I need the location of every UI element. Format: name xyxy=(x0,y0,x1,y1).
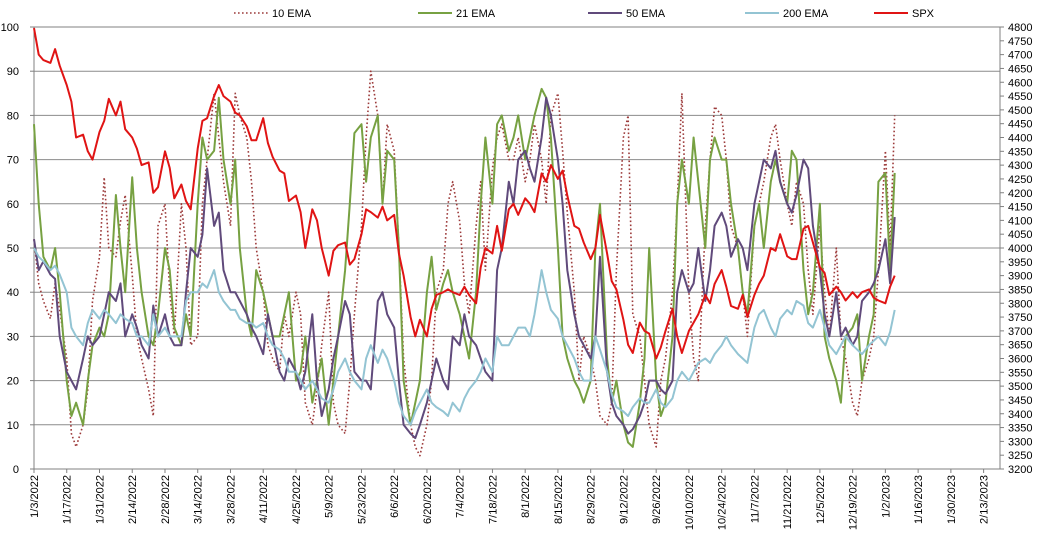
y2-tick-label: 3950 xyxy=(1008,257,1032,269)
series-line-50-ema xyxy=(33,96,896,440)
legend-label: 21 EMA xyxy=(456,8,496,20)
x-tick-label: 1/30/2023 xyxy=(946,475,958,524)
y-tick-label: 90 xyxy=(7,66,19,78)
y2-tick-label: 4200 xyxy=(1008,188,1032,200)
y2-tick-label: 3600 xyxy=(1008,354,1032,366)
x-tick-label: 12/5/2022 xyxy=(815,475,827,524)
x-tick-label: 11/21/2022 xyxy=(782,475,794,529)
y-tick-label: 60 xyxy=(7,199,19,211)
x-tick-label: 4/11/2022 xyxy=(258,475,270,523)
y2-tick-label: 4600 xyxy=(1008,77,1032,89)
x-tick-label: 1/2/2023 xyxy=(880,475,892,518)
y-tick-label: 10 xyxy=(7,420,19,432)
series-line-10-ema xyxy=(33,70,896,457)
x-tick-label: 8/15/2022 xyxy=(553,475,565,524)
x-tick-label: 9/12/2022 xyxy=(618,475,630,524)
x-tick-label: 5/9/2022 xyxy=(324,475,336,518)
x-tick-label: 8/29/2022 xyxy=(586,475,598,524)
x-tick-label: 3/28/2022 xyxy=(225,475,237,524)
x-tick-label: 6/20/2022 xyxy=(422,475,434,524)
y2-tick-label: 4550 xyxy=(1008,91,1032,103)
x-tick-label: 1/16/2023 xyxy=(913,475,925,524)
y2-tick-label: 3250 xyxy=(1008,450,1032,462)
series-line-spx xyxy=(33,27,896,360)
y2-tick-label: 4650 xyxy=(1008,63,1032,75)
y-tick-label: 100 xyxy=(1,22,19,34)
y2-tick-label: 4800 xyxy=(1008,22,1032,34)
y2-tick-label: 4150 xyxy=(1008,202,1032,214)
series-layer xyxy=(33,27,896,457)
series-line-200-ema xyxy=(33,247,896,426)
y-tick-label: 30 xyxy=(7,331,19,343)
x-tick-label: 5/23/2022 xyxy=(356,475,368,524)
y2-tick-label: 3400 xyxy=(1008,409,1032,421)
y2-tick-label: 4050 xyxy=(1008,229,1032,241)
y2-tick-label: 4450 xyxy=(1008,119,1032,131)
y2-tick-label: 3300 xyxy=(1008,436,1032,448)
y2-tick-label: 4100 xyxy=(1008,215,1032,227)
y-tick-label: 50 xyxy=(7,243,19,255)
y2-tick-label: 4250 xyxy=(1008,174,1032,186)
y2-tick-label: 4700 xyxy=(1008,50,1032,62)
series-line-21-ema xyxy=(33,87,896,448)
y2-tick-label: 3850 xyxy=(1008,284,1032,296)
x-tick-label: 7/18/2022 xyxy=(487,475,499,524)
y2-tick-label: 3700 xyxy=(1008,326,1032,338)
x-tick-label: 12/19/2022 xyxy=(848,475,860,530)
x-tick-label: 1/3/2022 xyxy=(29,475,41,518)
y2-tick-label: 3500 xyxy=(1008,381,1032,393)
y2-tick-label: 3550 xyxy=(1008,367,1032,379)
x-tick-label: 7/4/2022 xyxy=(455,475,467,518)
y2-tick-label: 3200 xyxy=(1008,464,1032,476)
x-tick-label: 4/25/2022 xyxy=(291,475,303,524)
y-tick-label: 80 xyxy=(7,110,19,122)
x-tick-label: 1/31/2022 xyxy=(94,475,106,524)
x-tick-label: 8/1/2022 xyxy=(520,475,532,518)
x-tick-label: 6/6/2022 xyxy=(389,475,401,518)
y2-tick-label: 3650 xyxy=(1008,340,1032,352)
x-tick-label: 9/26/2022 xyxy=(651,475,663,524)
x-tick-label: 10/10/2022 xyxy=(684,475,696,530)
y2-tick-label: 4750 xyxy=(1008,36,1032,48)
y2-tick-label: 4400 xyxy=(1008,133,1032,145)
x-tick-label: 2/14/2022 xyxy=(127,475,139,524)
legend-label: SPX xyxy=(912,8,935,20)
y2-tick-label: 3800 xyxy=(1008,298,1032,310)
y-axis-left: 0 10 20 30 40 50 60 70 80 90 100 xyxy=(1,22,34,476)
legend-label: 200 EMA xyxy=(783,8,829,20)
x-tick-label: 3/14/2022 xyxy=(193,475,205,524)
x-tick-label: 2/28/2022 xyxy=(160,475,172,524)
y-tick-label: 0 xyxy=(13,464,19,476)
y2-tick-label: 4000 xyxy=(1008,243,1032,255)
legend-label: 50 EMA xyxy=(626,8,666,20)
y-tick-label: 40 xyxy=(7,287,19,299)
legend: 10 EMA 21 EMA 50 EMA 200 EMA SPX xyxy=(234,8,935,20)
y2-tick-label: 3450 xyxy=(1008,395,1032,407)
y2-tick-label: 3750 xyxy=(1008,312,1032,324)
y-tick-label: 70 xyxy=(7,155,19,167)
y2-tick-label: 4300 xyxy=(1008,160,1032,172)
y2-tick-label: 3900 xyxy=(1008,271,1032,283)
x-tick-label: 10/24/2022 xyxy=(717,475,729,530)
x-tick-label: 11/7/2022 xyxy=(749,475,761,523)
y2-tick-label: 4500 xyxy=(1008,105,1032,117)
y2-tick-label: 4350 xyxy=(1008,146,1032,158)
y2-tick-label: 3350 xyxy=(1008,423,1032,435)
x-tick-label: 2/13/2023 xyxy=(979,475,991,524)
x-tick-label: 1/17/2022 xyxy=(62,475,74,524)
legend-label: 10 EMA xyxy=(272,8,312,20)
x-axis: 1/3/2022 1/17/2022 1/31/2022 2/14/2022 2/28/… xyxy=(29,469,991,530)
y-tick-label: 20 xyxy=(7,376,19,388)
